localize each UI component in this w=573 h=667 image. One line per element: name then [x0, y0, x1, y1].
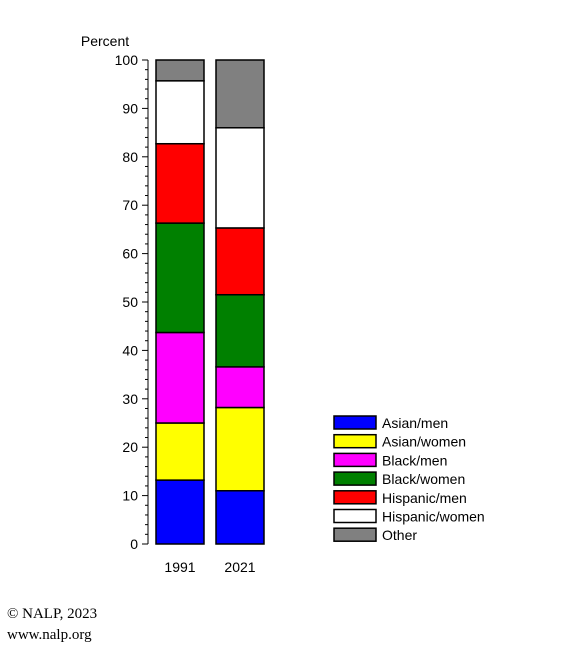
- legend-swatch: [333, 527, 377, 542]
- bar-segment-1991-asian-women: [155, 422, 205, 481]
- legend-swatch: [333, 433, 377, 449]
- y-tick-label: 50: [122, 294, 138, 310]
- copyright-credit: © NALP, 2023: [7, 606, 98, 622]
- bar-segment-1991-other: [155, 59, 205, 82]
- legend-swatch: [333, 508, 377, 524]
- y-tick-label: 70: [122, 197, 138, 213]
- legend-swatch: [333, 452, 377, 468]
- legend-label: Hispanic/men: [382, 490, 467, 506]
- x-tick-label: 1991: [164, 559, 195, 575]
- legend-label: Hispanic/women: [382, 509, 485, 525]
- y-tick-label: 30: [122, 391, 138, 407]
- bar-segment-2021-black-men: [215, 366, 265, 409]
- y-tick-label: 60: [122, 246, 138, 262]
- legend-swatch: [333, 490, 377, 505]
- website-credit: www.nalp.org: [7, 627, 92, 643]
- legend-label: Asian/men: [382, 415, 448, 431]
- bar-segment-1991-asian-men: [155, 479, 205, 545]
- y-tick-label: 10: [122, 488, 138, 504]
- bar-segment-1991-hispanic-women: [155, 80, 205, 145]
- y-tick-label: 40: [122, 342, 138, 358]
- bars: [155, 59, 265, 545]
- legend-swatch: [333, 471, 377, 486]
- bar-segment-2021-other: [215, 59, 265, 129]
- x-axis-labels: 1991 2021: [164, 559, 255, 575]
- y-axis-label: Percent: [81, 33, 129, 49]
- legend-label: Asian/women: [382, 434, 466, 450]
- bar-segment-2021-black-women: [215, 293, 265, 368]
- bar-segment-1991-black-women: [155, 222, 205, 334]
- bar-segment-1991-black-men: [155, 331, 205, 424]
- x-tick-label: 2021: [224, 559, 255, 575]
- y-tick-label: 90: [122, 100, 138, 116]
- legend-label: Black/men: [382, 452, 447, 468]
- legend-label: Black/women: [382, 471, 465, 487]
- bar-segment-2021-hispanic-women: [215, 127, 265, 229]
- bar-segment-2021-hispanic-men: [215, 227, 265, 296]
- y-tick-label: 80: [122, 149, 138, 165]
- legend-label: Other: [382, 527, 417, 543]
- y-tick-label: 20: [122, 439, 138, 455]
- bar-segment-1991-hispanic-men: [155, 142, 205, 224]
- bar-segment-2021-asian-women: [215, 406, 265, 492]
- legend-swatch: [333, 415, 377, 430]
- y-tick-label: 100: [115, 52, 139, 68]
- legend: Asian/men Asian/women Black/men Black/women…: [333, 415, 485, 543]
- y-axis: 0 10 20 30 40 50 60 70 80 90 100: [115, 52, 149, 552]
- bar-segment-2021-asian-men: [215, 490, 265, 545]
- y-tick-label: 0: [130, 536, 138, 552]
